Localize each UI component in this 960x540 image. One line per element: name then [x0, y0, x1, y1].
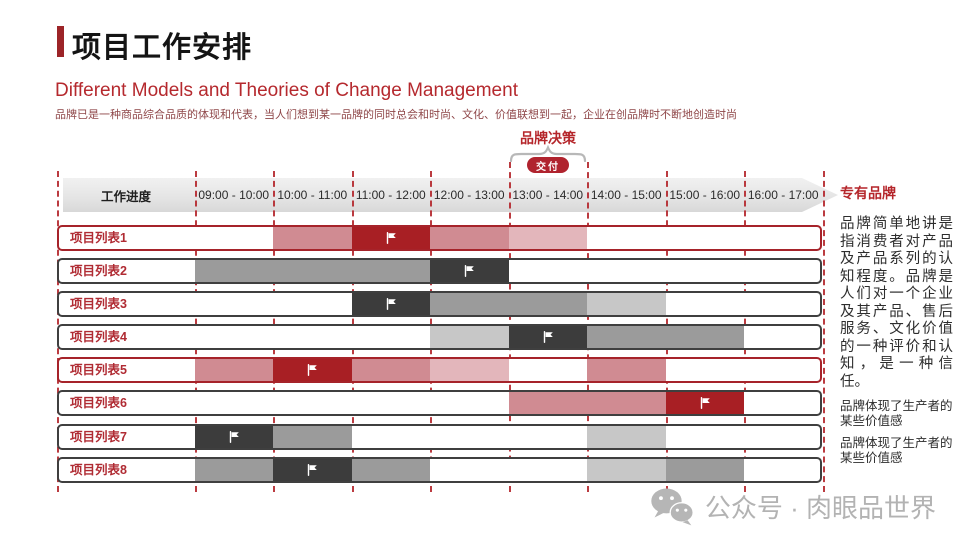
milestone-flag-icon [700, 397, 710, 409]
row-label: 项目列表6 [70, 396, 127, 410]
watermark: 公众号 · 肉眼品世界 [649, 486, 936, 526]
milestone-flag-icon [386, 298, 396, 310]
gantt-row: 项目列表7 [57, 424, 822, 450]
gantt-bar-segment [587, 293, 666, 315]
row-label: 项目列表8 [70, 463, 127, 477]
gantt-bar-segment [430, 260, 509, 282]
sidebar-note: 品牌体现了生产者的某些价值感 [840, 436, 953, 465]
gantt-bar-segment [508, 326, 587, 348]
milestone-annotation-label: 品牌决策 [520, 130, 576, 146]
milestone-flag-icon [308, 364, 318, 376]
gantt-bar-segment [587, 426, 666, 448]
wechat-icon [651, 488, 694, 526]
milestone-flag-icon [308, 464, 318, 476]
delivery-badge: 交付 [527, 157, 569, 173]
milestone-flag-icon [465, 265, 475, 277]
sidebar-note: 品牌体现了生产者的某些价值感 [840, 399, 953, 428]
gantt-bar-segment [587, 326, 744, 348]
gantt-bar-segment [273, 227, 352, 249]
time-slot-header: 12:00 - 13:00 [433, 188, 505, 202]
watermark-text: 公众号 · 肉眼品世界 [704, 492, 936, 523]
gantt-bar-segment [665, 392, 744, 414]
gantt-bar-segment [430, 293, 587, 315]
gantt-row: 项目列表5 [57, 357, 822, 383]
gantt-row: 项目列表4 [57, 324, 822, 350]
gantt-bar-segment [508, 392, 666, 414]
gantt-bar-segment [351, 293, 430, 315]
gantt-bar-segment [273, 359, 352, 381]
time-slot-header: 13:00 - 14:00 [512, 188, 584, 202]
gantt-bar-segment [351, 227, 430, 249]
row-label: 项目列表3 [70, 297, 127, 311]
row-label: 项目列表4 [70, 330, 127, 344]
milestone-flag-icon [386, 232, 396, 244]
time-slot-header: 16:00 - 17:00 [747, 188, 819, 202]
gantt-row: 项目列表2 [57, 258, 822, 284]
gantt-row: 项目列表3 [57, 291, 822, 317]
row-label: 项目列表2 [70, 264, 127, 278]
milestone-flag-icon [543, 331, 553, 343]
gantt-bar-segment [194, 260, 430, 282]
gantt-bar-segment [665, 459, 744, 481]
page-subtitle: Different Models and Theories of Change … [55, 80, 518, 101]
gantt-bar-segment [273, 426, 352, 448]
title-accent-bar [57, 26, 64, 57]
gantt-bar-segment [351, 359, 430, 381]
sidebar: 专有品牌 品牌简单地讲是指消费者对产品及产品系列的认知程度。品牌是人们对一个企业… [840, 183, 953, 465]
gantt-bar-segment [273, 459, 352, 481]
sidebar-body-text: 品牌简单地讲是指消费者对产品及产品系列的认知程度。品牌是人们对一个企业及其产品、… [840, 216, 953, 390]
row-label: 项目列表7 [70, 430, 127, 444]
gantt-bar-segment [194, 426, 273, 448]
progress-header-label: 工作进度 [100, 189, 151, 204]
time-slot-header: 15:00 - 16:00 [669, 188, 741, 202]
gantt-bar-segment [430, 359, 509, 381]
brace-icon [509, 145, 587, 162]
gantt-bar-segment [351, 459, 430, 481]
page-description: 品牌已是一种商品综合品质的体现和代表，当人们想到某一品牌的同时总会和时尚、文化、… [55, 109, 737, 121]
row-label: 项目列表1 [70, 231, 127, 245]
gantt-bar-segment [508, 227, 587, 249]
row-label: 项目列表5 [70, 363, 127, 377]
gantt-row: 项目列表8 [57, 457, 822, 483]
gantt-bar-segment [194, 359, 273, 381]
gantt-row: 项目列表6 [57, 390, 822, 416]
time-slot-header: 10:00 - 11:00 [277, 188, 348, 202]
gantt-bar-segment [587, 359, 666, 381]
page-title: 项目工作安排 [72, 32, 253, 64]
gantt-bar-segment [194, 459, 273, 481]
gantt-bar-segment [430, 227, 509, 249]
gantt-row: 项目列表1 [57, 225, 822, 251]
time-slot-header: 09:00 - 10:00 [198, 188, 270, 202]
gantt-bar-segment [430, 326, 509, 348]
timeline-header-band [63, 178, 838, 212]
column-divider-dashed [822, 171, 825, 492]
time-slot-header: 11:00 - 12:00 [355, 188, 426, 202]
milestone-flag-icon [229, 431, 239, 443]
sidebar-title: 专有品牌 [840, 185, 896, 201]
gantt-bar-segment [587, 459, 666, 481]
time-slot-header: 14:00 - 15:00 [590, 188, 662, 202]
